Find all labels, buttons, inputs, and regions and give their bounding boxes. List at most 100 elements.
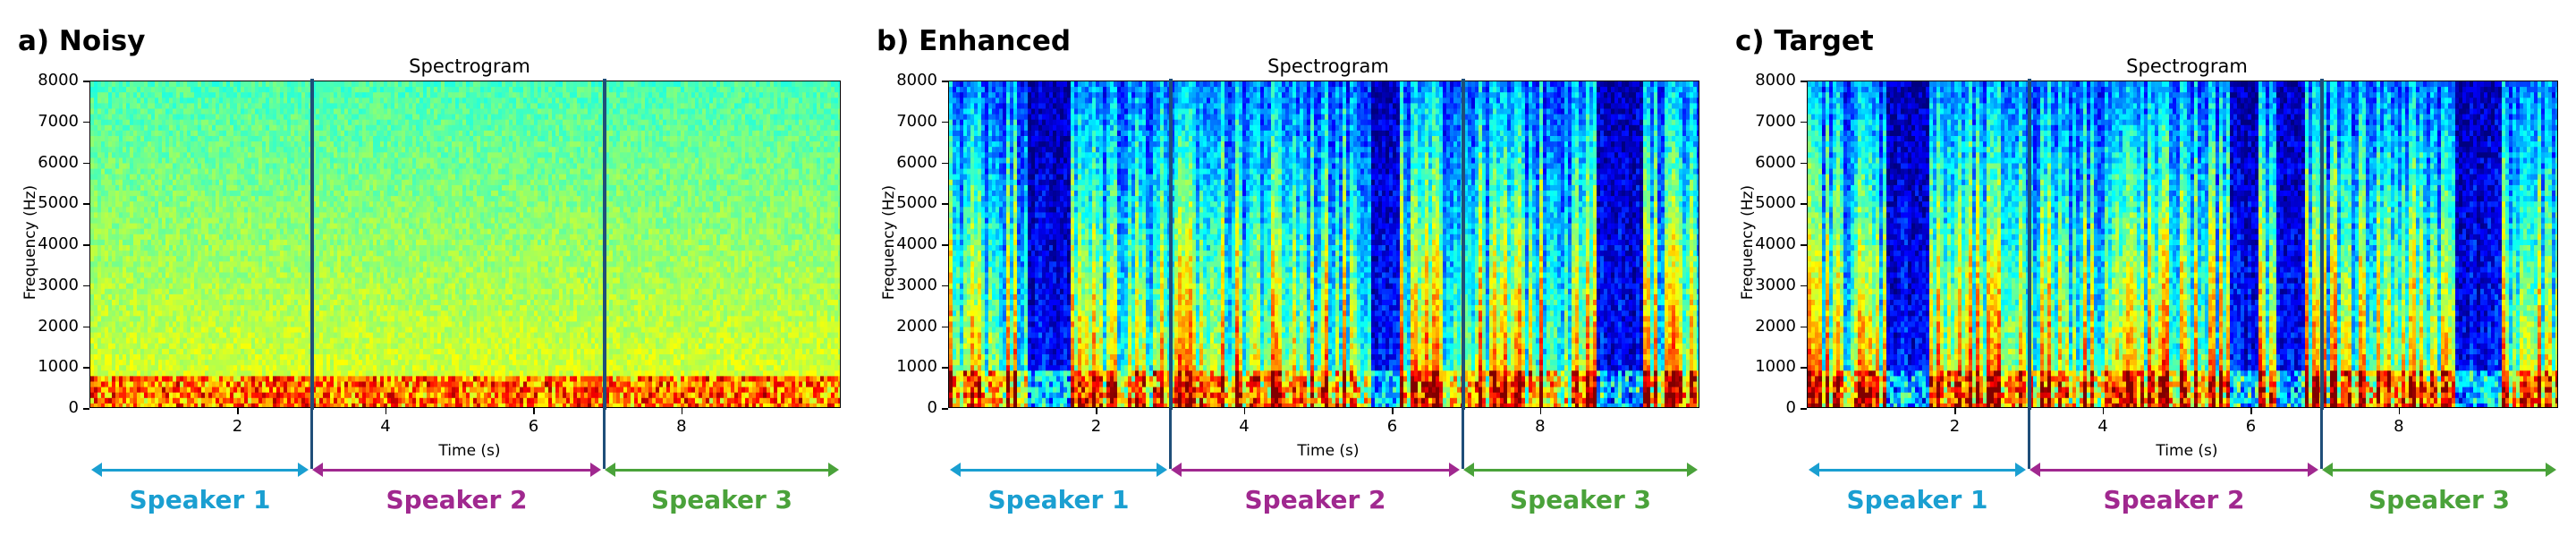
heatmap-cell xyxy=(355,168,360,175)
heatmap-cell xyxy=(194,124,199,132)
heatmap-cell xyxy=(97,245,102,251)
heatmap-cell xyxy=(312,124,317,132)
heatmap-cell xyxy=(169,147,174,153)
heatmap-cell xyxy=(276,305,281,311)
heatmap-cell xyxy=(137,196,141,202)
heatmap-cell xyxy=(165,191,170,197)
heatmap-cell xyxy=(90,191,95,197)
heatmap-cell xyxy=(337,261,342,268)
heatmap-cell xyxy=(373,184,377,191)
heatmap-cell xyxy=(230,387,234,394)
heatmap-cell xyxy=(305,360,309,366)
heatmap-cell xyxy=(366,157,370,165)
heatmap-cell xyxy=(330,108,335,115)
heatmap-cell xyxy=(201,392,206,399)
heatmap-cell xyxy=(380,332,385,339)
heatmap-cell xyxy=(280,191,284,197)
heatmap-cell xyxy=(162,168,166,175)
heatmap-cell xyxy=(334,348,338,355)
heatmap-cell xyxy=(323,81,327,88)
heatmap-cell xyxy=(359,81,363,88)
heatmap-cell xyxy=(140,403,145,407)
heatmap-cell xyxy=(269,184,274,191)
heatmap-cell xyxy=(173,277,177,285)
heatmap-cell xyxy=(223,207,227,213)
heatmap-cell xyxy=(226,157,231,165)
heatmap-cell xyxy=(123,283,127,290)
heatmap-cell xyxy=(151,207,156,213)
heatmap-cell xyxy=(183,288,188,295)
heatmap-cell xyxy=(216,130,220,137)
heatmap-cell xyxy=(140,201,145,208)
heatmap-cell xyxy=(291,256,295,262)
heatmap-cell xyxy=(251,119,256,126)
heatmap-cell xyxy=(201,196,206,202)
heatmap-cell xyxy=(248,293,252,301)
heatmap-cell xyxy=(94,348,98,355)
heatmap-cell xyxy=(284,168,288,175)
heatmap-cell xyxy=(373,157,377,165)
heatmap-cell xyxy=(316,228,320,235)
heatmap-cell xyxy=(205,360,209,366)
heatmap-cell xyxy=(173,228,177,235)
heatmap-cell xyxy=(369,130,374,137)
heatmap-cell xyxy=(269,92,274,98)
heatmap-cell xyxy=(305,163,309,170)
heatmap-cell xyxy=(251,293,256,301)
heatmap-cell xyxy=(362,174,367,181)
heatmap-cell xyxy=(255,348,259,355)
heatmap-cell xyxy=(366,234,370,241)
heatmap-cell xyxy=(205,283,209,290)
heatmap-cell xyxy=(248,152,252,158)
heatmap-cell xyxy=(180,332,184,339)
heatmap-cell xyxy=(176,403,181,407)
heatmap-cell xyxy=(223,108,227,115)
heatmap-cell xyxy=(119,272,123,279)
heatmap-cell xyxy=(344,256,349,262)
heatmap-cell xyxy=(330,283,335,290)
heatmap-cell xyxy=(262,87,267,93)
heatmap-cell xyxy=(380,179,385,186)
heatmap-cell xyxy=(169,141,174,148)
heatmap-cell xyxy=(165,136,170,142)
heatmap-cell xyxy=(173,293,177,301)
heatmap-cell xyxy=(384,179,388,186)
heatmap-cell xyxy=(233,217,238,225)
heatmap-cell xyxy=(101,310,106,317)
heatmap-cell xyxy=(284,365,288,371)
heatmap-cell xyxy=(348,392,352,399)
heatmap-cell xyxy=(205,348,209,355)
heatmap-cell xyxy=(130,354,134,361)
heatmap-cell xyxy=(355,103,360,110)
heatmap-cell xyxy=(380,92,385,98)
heatmap-cell xyxy=(105,387,109,394)
heatmap-cell xyxy=(284,370,288,377)
heatmap-cell xyxy=(155,163,159,170)
heatmap-cell xyxy=(355,207,360,213)
heatmap-cell xyxy=(280,141,284,148)
heatmap-cell xyxy=(287,228,292,235)
heatmap-cell xyxy=(194,360,199,366)
heatmap-cell xyxy=(226,228,231,235)
heatmap-cell xyxy=(169,212,174,219)
heatmap-cell xyxy=(108,392,113,399)
heatmap-cell xyxy=(144,103,148,110)
heatmap-cell xyxy=(123,343,127,350)
heatmap-cell xyxy=(352,332,356,339)
heatmap-cell xyxy=(330,217,335,225)
heatmap-cell xyxy=(369,119,374,126)
heatmap-cell xyxy=(212,305,216,311)
heatmap-cell xyxy=(319,343,324,350)
heatmap-cell xyxy=(219,114,224,121)
heatmap-cell xyxy=(266,207,270,213)
heatmap-cell xyxy=(241,283,245,290)
heatmap-cell xyxy=(366,251,370,257)
heatmap-cell xyxy=(212,81,216,88)
heatmap-cell xyxy=(380,354,385,361)
heatmap-cell xyxy=(94,376,98,383)
heatmap-cell xyxy=(305,283,309,290)
heatmap-cell xyxy=(151,168,156,175)
heatmap-cell xyxy=(180,124,184,132)
heatmap-cell xyxy=(291,327,295,334)
heatmap-cell xyxy=(162,114,166,121)
